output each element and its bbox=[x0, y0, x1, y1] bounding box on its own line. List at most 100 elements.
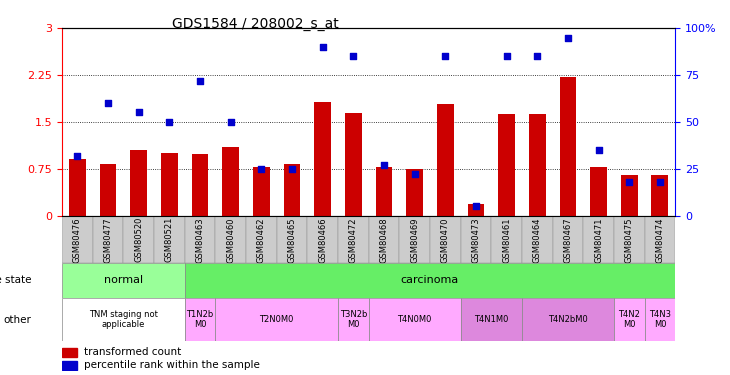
Bar bbox=[620, 175, 638, 216]
Point bbox=[164, 119, 175, 125]
Bar bbox=[467, 204, 485, 216]
FancyBboxPatch shape bbox=[491, 216, 522, 262]
FancyBboxPatch shape bbox=[185, 262, 675, 298]
Text: GSM80473: GSM80473 bbox=[472, 217, 480, 262]
Text: GSM80465: GSM80465 bbox=[288, 217, 296, 262]
FancyBboxPatch shape bbox=[645, 298, 675, 341]
Point bbox=[286, 166, 298, 172]
FancyBboxPatch shape bbox=[430, 216, 461, 262]
Text: TNM staging not
applicable: TNM staging not applicable bbox=[89, 310, 158, 329]
FancyBboxPatch shape bbox=[522, 298, 614, 341]
FancyBboxPatch shape bbox=[215, 298, 338, 341]
Bar bbox=[559, 77, 577, 216]
Bar bbox=[314, 102, 331, 216]
Bar bbox=[590, 167, 607, 216]
Point bbox=[531, 53, 543, 59]
Text: disease state: disease state bbox=[0, 275, 31, 285]
Text: GSM80475: GSM80475 bbox=[625, 217, 634, 262]
Point bbox=[102, 100, 114, 106]
Text: GSM80521: GSM80521 bbox=[165, 217, 174, 262]
Text: GSM80467: GSM80467 bbox=[564, 217, 572, 262]
Text: GSM80460: GSM80460 bbox=[226, 217, 235, 262]
FancyBboxPatch shape bbox=[154, 216, 185, 262]
Bar bbox=[375, 167, 393, 216]
FancyBboxPatch shape bbox=[614, 216, 645, 262]
FancyBboxPatch shape bbox=[123, 216, 154, 262]
FancyBboxPatch shape bbox=[338, 298, 369, 341]
FancyBboxPatch shape bbox=[461, 298, 522, 341]
Text: GSM80520: GSM80520 bbox=[134, 217, 143, 262]
FancyBboxPatch shape bbox=[369, 216, 399, 262]
FancyBboxPatch shape bbox=[553, 216, 583, 262]
Bar bbox=[529, 114, 546, 216]
Text: GSM80472: GSM80472 bbox=[349, 217, 358, 262]
Point bbox=[439, 53, 451, 59]
Text: T4N0M0: T4N0M0 bbox=[397, 315, 432, 324]
Point bbox=[347, 53, 359, 59]
Point bbox=[470, 203, 482, 209]
Bar bbox=[498, 114, 515, 216]
Text: GDS1584 / 208002_s_at: GDS1584 / 208002_s_at bbox=[172, 17, 338, 31]
Point bbox=[317, 44, 328, 50]
Text: T2N0M0: T2N0M0 bbox=[259, 315, 294, 324]
Bar bbox=[406, 169, 423, 216]
FancyBboxPatch shape bbox=[93, 216, 123, 262]
Bar bbox=[437, 104, 454, 216]
Bar bbox=[191, 154, 209, 216]
Point bbox=[409, 171, 420, 177]
FancyBboxPatch shape bbox=[369, 298, 461, 341]
Bar bbox=[130, 150, 147, 216]
Text: GSM80471: GSM80471 bbox=[594, 217, 603, 262]
Text: GSM80464: GSM80464 bbox=[533, 217, 542, 262]
FancyBboxPatch shape bbox=[614, 298, 645, 341]
FancyBboxPatch shape bbox=[399, 216, 430, 262]
FancyBboxPatch shape bbox=[645, 216, 675, 262]
Text: T4N2
M0: T4N2 M0 bbox=[618, 310, 640, 329]
FancyBboxPatch shape bbox=[215, 216, 246, 262]
Bar bbox=[345, 112, 362, 216]
Bar bbox=[69, 159, 86, 216]
Point bbox=[654, 179, 666, 185]
Text: GSM80462: GSM80462 bbox=[257, 217, 266, 262]
Text: GSM80477: GSM80477 bbox=[104, 217, 112, 262]
Text: T1N2b
M0: T1N2b M0 bbox=[186, 310, 214, 329]
Point bbox=[501, 53, 512, 59]
FancyBboxPatch shape bbox=[62, 216, 93, 262]
Bar bbox=[161, 153, 178, 216]
FancyBboxPatch shape bbox=[307, 216, 338, 262]
Text: carcinoma: carcinoma bbox=[401, 275, 459, 285]
Text: GSM80470: GSM80470 bbox=[441, 217, 450, 262]
Text: GSM80463: GSM80463 bbox=[196, 217, 204, 262]
FancyBboxPatch shape bbox=[62, 298, 185, 341]
FancyBboxPatch shape bbox=[277, 216, 307, 262]
Point bbox=[133, 110, 145, 116]
Text: T4N2bM0: T4N2bM0 bbox=[548, 315, 588, 324]
Text: T3N2b
M0: T3N2b M0 bbox=[339, 310, 367, 329]
Bar bbox=[283, 164, 301, 216]
Point bbox=[194, 78, 206, 84]
Text: GSM80476: GSM80476 bbox=[73, 217, 82, 262]
Text: normal: normal bbox=[104, 275, 143, 285]
Text: T4N1M0: T4N1M0 bbox=[474, 315, 509, 324]
Text: GSM80466: GSM80466 bbox=[318, 217, 327, 262]
Text: transformed count: transformed count bbox=[83, 347, 181, 357]
Point bbox=[562, 34, 574, 40]
Text: GSM80461: GSM80461 bbox=[502, 217, 511, 262]
Bar bbox=[651, 175, 669, 216]
FancyBboxPatch shape bbox=[338, 216, 369, 262]
FancyBboxPatch shape bbox=[62, 262, 185, 298]
FancyBboxPatch shape bbox=[522, 216, 553, 262]
Point bbox=[623, 179, 635, 185]
FancyBboxPatch shape bbox=[246, 216, 277, 262]
Text: GSM80474: GSM80474 bbox=[656, 217, 664, 262]
Bar bbox=[62, 348, 77, 357]
FancyBboxPatch shape bbox=[185, 216, 215, 262]
Point bbox=[593, 147, 604, 153]
Bar bbox=[253, 167, 270, 216]
Bar bbox=[222, 147, 239, 216]
Bar bbox=[99, 164, 117, 216]
Point bbox=[72, 153, 83, 159]
Text: other: other bbox=[4, 315, 31, 325]
Point bbox=[378, 162, 390, 168]
Text: GSM80468: GSM80468 bbox=[380, 217, 388, 262]
